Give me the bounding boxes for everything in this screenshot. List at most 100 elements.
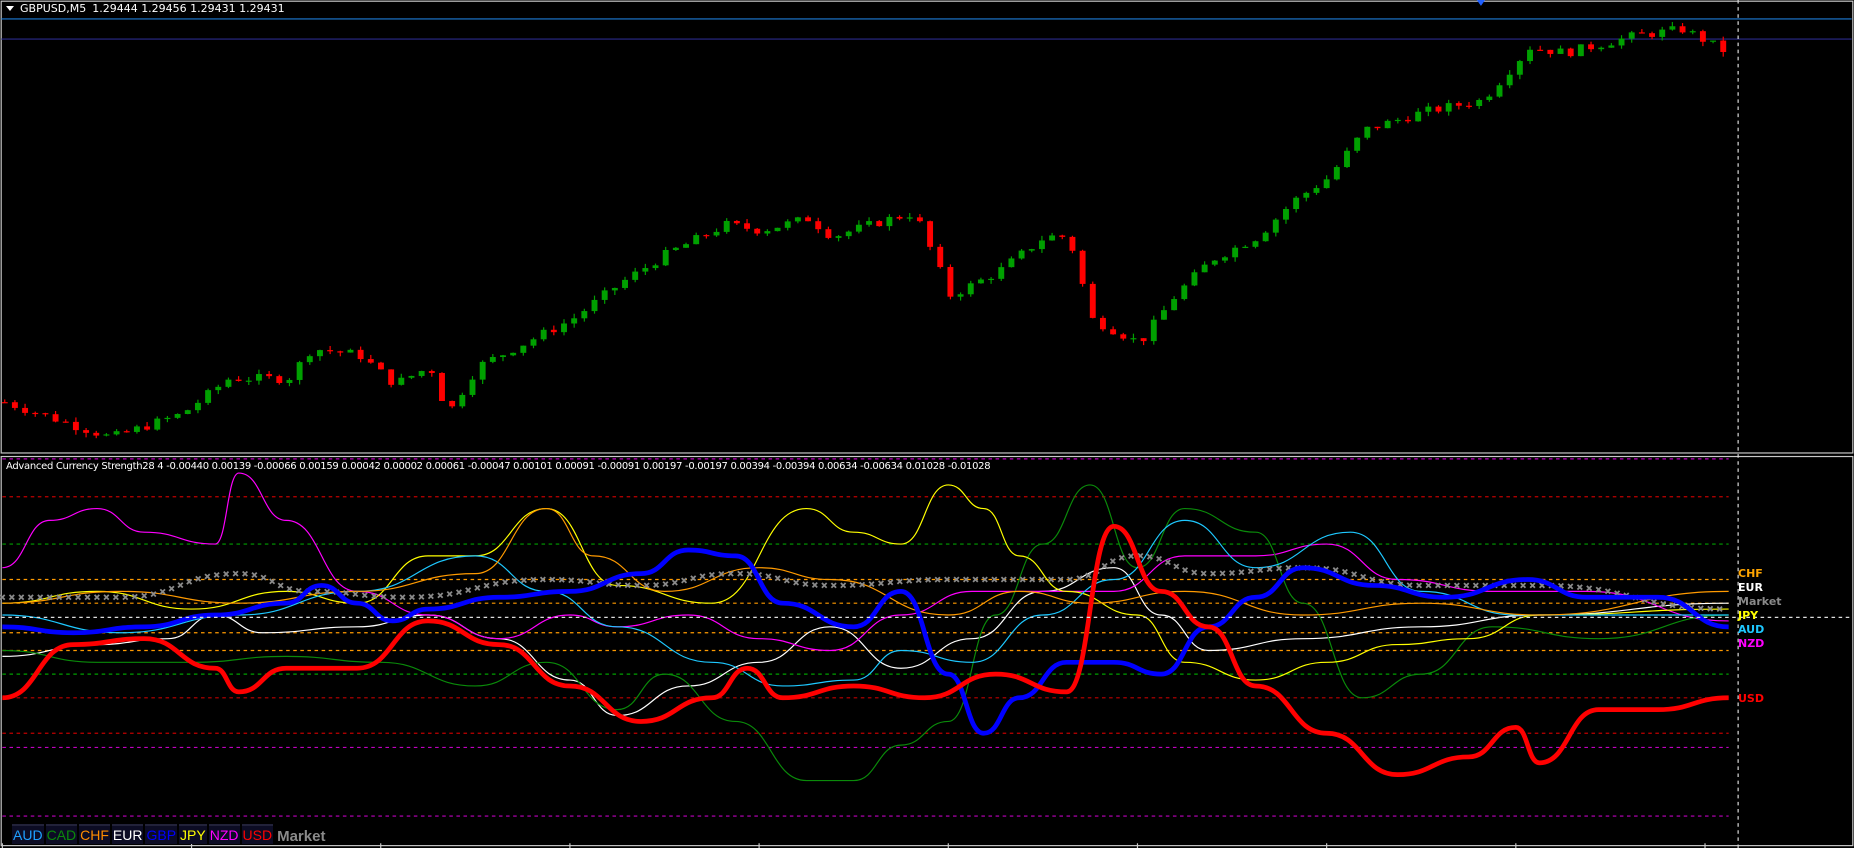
candle <box>103 433 110 437</box>
candle <box>449 400 456 409</box>
right-label-aud: AUD <box>1738 623 1765 636</box>
market-marker <box>624 582 631 589</box>
candle <box>1160 305 1167 320</box>
candle <box>1699 29 1706 47</box>
market-marker <box>868 581 875 588</box>
candle <box>62 419 69 423</box>
candle <box>93 430 100 439</box>
candle <box>1171 296 1178 311</box>
market-marker <box>314 588 321 595</box>
right-label-jpy: JPY <box>1738 609 1759 622</box>
dropdown-triangle-icon[interactable] <box>6 6 14 11</box>
currency-button-cad[interactable]: CAD <box>45 823 78 844</box>
candle <box>1364 126 1371 140</box>
currency-button-gbp[interactable]: GBP <box>145 823 178 844</box>
candle <box>1293 196 1300 213</box>
candle <box>1394 117 1401 124</box>
market-marker <box>653 581 660 588</box>
candle <box>1313 185 1320 195</box>
market-marker <box>1697 605 1704 612</box>
market-marker <box>141 592 148 599</box>
candle <box>1425 102 1432 117</box>
candle <box>754 228 761 236</box>
currency-button-aud[interactable]: AUD <box>12 823 44 844</box>
candle <box>1710 40 1717 44</box>
currency-button-nzd[interactable]: NZD <box>208 823 240 844</box>
market-marker <box>361 592 368 599</box>
market-marker <box>465 587 472 594</box>
candle <box>225 377 232 389</box>
candle <box>977 277 984 284</box>
candle <box>1110 326 1117 335</box>
candle <box>1120 332 1127 341</box>
candle <box>988 277 995 284</box>
right-label-chf: CHF <box>1738 567 1763 580</box>
candle <box>957 292 964 301</box>
candle <box>1435 105 1442 114</box>
candle <box>916 214 923 223</box>
candle <box>1191 269 1198 287</box>
candle <box>855 220 862 234</box>
candle <box>1038 235 1045 253</box>
candle <box>906 213 913 222</box>
market-marker <box>953 576 960 583</box>
market-marker <box>634 582 641 589</box>
market-marker <box>399 594 406 601</box>
market-marker <box>802 581 809 588</box>
candle <box>337 350 344 357</box>
market-marker <box>455 589 462 596</box>
market-marker <box>342 590 349 596</box>
candle <box>1303 191 1310 202</box>
candle <box>1130 333 1137 343</box>
candles <box>1 22 1727 439</box>
candle <box>1018 248 1025 260</box>
candle <box>794 216 801 224</box>
market-marker <box>84 594 91 601</box>
candle <box>439 372 445 401</box>
candle <box>1384 119 1391 129</box>
market-marker <box>242 570 249 577</box>
market-marker <box>1238 569 1245 576</box>
candle <box>662 246 669 267</box>
market-marker <box>1048 576 1055 583</box>
currency-button-eur[interactable]: EUR <box>111 823 144 844</box>
market-marker <box>1586 585 1593 592</box>
candle <box>744 219 750 232</box>
market-marker <box>511 577 518 584</box>
market-marker <box>1000 576 1007 583</box>
candle <box>1140 338 1147 346</box>
market-marker <box>390 594 397 601</box>
candle <box>479 360 486 385</box>
market-marker <box>1716 606 1723 613</box>
market-marker <box>1164 559 1171 566</box>
market-marker <box>1173 563 1180 570</box>
market-marker <box>925 576 932 583</box>
market-marker <box>93 594 100 601</box>
market-marker <box>962 576 969 583</box>
market-marker <box>103 594 110 601</box>
candle <box>317 349 323 361</box>
right-label-eur: EUR <box>1738 581 1763 594</box>
right-label-market: Market <box>1738 595 1782 608</box>
market-button[interactable]: Market <box>277 828 326 845</box>
market-marker <box>437 592 444 599</box>
series-line-usd <box>2 523 1729 778</box>
candle <box>1608 43 1615 48</box>
currency-button-jpy[interactable]: JPY <box>179 823 207 844</box>
market-marker <box>915 577 922 584</box>
market-marker <box>1038 576 1045 583</box>
candle <box>1262 231 1269 242</box>
market-marker <box>991 576 998 583</box>
market-marker <box>1029 576 1036 583</box>
currency-button-chf[interactable]: CHF <box>79 823 110 844</box>
symbol-header[interactable]: GBPUSD,M5 1.29444 1.29456 1.29431 1.2943… <box>6 2 285 15</box>
market-marker <box>887 579 894 586</box>
candle <box>42 412 49 417</box>
market-marker <box>690 575 697 582</box>
market-marker <box>1191 569 1198 576</box>
candle <box>764 229 771 236</box>
market-marker <box>1276 565 1283 572</box>
currency-button-usd[interactable]: USD <box>241 823 274 844</box>
market-marker <box>380 593 387 600</box>
